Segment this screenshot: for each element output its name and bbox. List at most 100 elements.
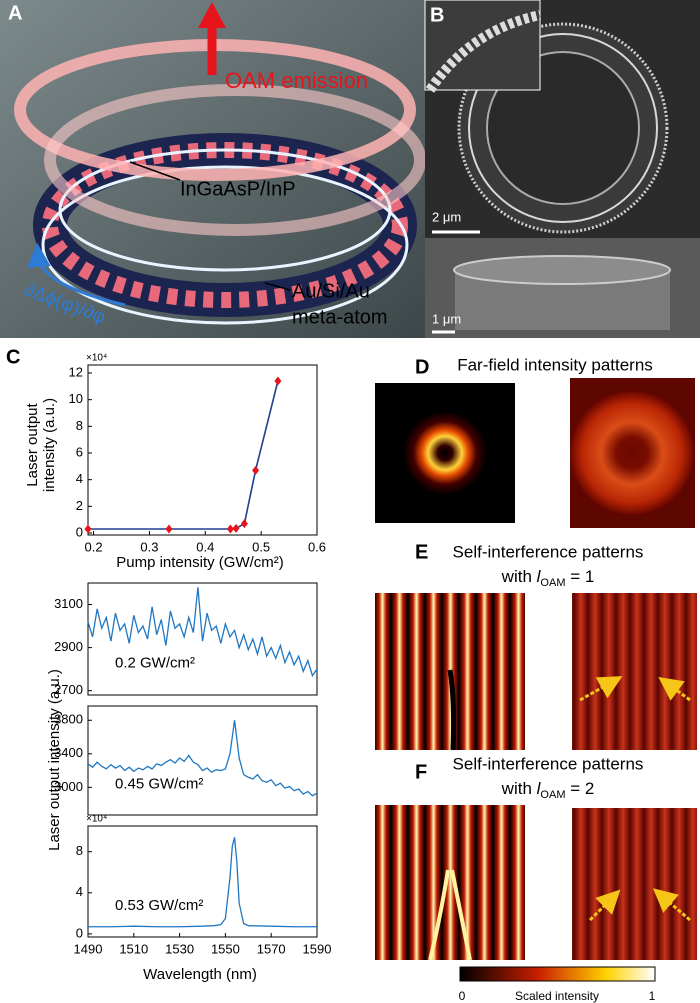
- data-marker: [84, 524, 92, 534]
- y-tick-label: 12: [69, 364, 83, 379]
- y-tick-label: 3000: [54, 779, 83, 794]
- axis-multiplier: ×10⁴: [86, 353, 107, 364]
- subtitle-symbol: l: [537, 779, 542, 798]
- fork: [447, 669, 457, 751]
- annotation: Au/Si/Au: [292, 280, 370, 302]
- y-tick-label: 8: [76, 418, 83, 433]
- x-tick-label: 0.3: [140, 539, 158, 554]
- x-tick-label: 0.6: [308, 539, 326, 554]
- y-tick-label: 2700: [54, 682, 83, 697]
- y-tick-label: 4: [76, 884, 83, 899]
- ring-highlight: [58, 148, 392, 272]
- y-tick-label: 6: [76, 444, 83, 459]
- data-line: [88, 380, 279, 530]
- subtitle-text: = 2: [565, 779, 594, 798]
- y-tick-label: 2: [76, 498, 83, 513]
- colorbar-label: Scaled intensity: [515, 989, 599, 1003]
- pointer: [264, 282, 291, 291]
- panel-label: A: [8, 2, 22, 24]
- sem-inset-arc: [425, 10, 542, 93]
- y-tick-label: 8: [76, 843, 83, 858]
- data-marker: [274, 376, 282, 386]
- plot-frame: [87, 364, 318, 536]
- data-line: [88, 837, 317, 928]
- panel-label: D: [415, 356, 429, 378]
- y-tick-label: 3100: [54, 596, 83, 611]
- x-tick-label: 1550: [211, 941, 240, 956]
- subtitle-subscript: OAM: [540, 577, 565, 589]
- subtitle-symbol: l: [537, 567, 542, 586]
- panel-subtitle: with lOAM = 1: [501, 567, 595, 588]
- x-tick-label: 1570: [257, 941, 286, 956]
- y-tick-label: 2900: [54, 639, 83, 654]
- panel-label: C: [6, 346, 20, 368]
- plot-frame: [87, 825, 318, 938]
- x-tick-label: 1490: [74, 941, 103, 956]
- annotation: 0.45 GW/cm²: [115, 775, 203, 792]
- subtitle-subscript: OAM: [540, 789, 565, 801]
- fork: [428, 869, 472, 961]
- colorbar-tick-label: 1: [649, 989, 656, 1003]
- y-tick-label: 0: [76, 925, 83, 940]
- pointer: [129, 161, 181, 181]
- panel-title: Self-interference patterns: [453, 754, 644, 773]
- panel-label: F: [415, 761, 427, 783]
- panel-label: B: [430, 4, 444, 26]
- y-tick-label: 3800: [54, 712, 83, 727]
- data-line: [87, 587, 318, 678]
- plot-frame: [87, 705, 318, 816]
- interference-sim: [375, 805, 525, 960]
- far-field-ring: [403, 411, 487, 495]
- colorbar: [459, 966, 656, 982]
- annotation: 0.53 GW/cm²: [115, 897, 203, 914]
- data-marker: [232, 523, 240, 533]
- scale-label: 2 μm: [432, 209, 461, 224]
- panel-title: Far-field intensity patterns: [457, 355, 653, 374]
- interference-exp: [572, 593, 697, 750]
- sem-pillar-top: [453, 255, 671, 285]
- subtitle-text: with: [501, 567, 537, 586]
- y-tick-label: 3400: [54, 745, 83, 760]
- annotation: InGaAsP/InP: [180, 178, 296, 200]
- data-marker: [252, 465, 260, 475]
- y-tick-label: 4: [76, 471, 83, 486]
- arrow: [652, 888, 691, 922]
- y-axis-label: Laser output intensity (a.u.): [24, 397, 58, 493]
- annotation: OAM emission: [225, 68, 368, 93]
- data-marker: [240, 519, 248, 529]
- data-marker: [226, 524, 234, 534]
- x-tick-label: 1590: [303, 941, 332, 956]
- panel-label: E: [415, 541, 428, 563]
- scale-label: 1 μm: [432, 311, 461, 326]
- gradient-arrow: [26, 243, 126, 307]
- y-tick-label: 0: [76, 524, 83, 539]
- arrow: [588, 889, 621, 922]
- far-field-exp-ring: [570, 391, 694, 515]
- annotation: meta-atom: [292, 306, 388, 328]
- emission-ring: [44, 84, 426, 236]
- arrow: [579, 676, 623, 702]
- y-axis-label: Laser output intensity (a.u.): [46, 669, 63, 851]
- x-tick-label: 1530: [165, 941, 194, 956]
- emission-arrowhead: [198, 2, 226, 28]
- interference-exp: [572, 808, 697, 960]
- colorbar-tick-label: 0: [459, 989, 466, 1003]
- axis-multiplier: ×10⁴: [86, 814, 107, 825]
- plot-frame: [87, 582, 318, 696]
- y-tick-label: 10: [69, 391, 83, 406]
- panel-title: Self-interference patterns: [453, 542, 644, 561]
- x-axis-label: Pump intensity (GW/cm²): [116, 554, 284, 571]
- x-axis-label: Wavelength (nm): [143, 966, 257, 983]
- annotation: 0.2 GW/cm²: [115, 655, 195, 672]
- arrow: [658, 676, 691, 702]
- x-tick-label: 0.5: [252, 539, 270, 554]
- x-tick-label: 0.4: [196, 539, 214, 554]
- x-tick-label: 0.2: [85, 539, 103, 554]
- panel-subtitle: with lOAM = 2: [501, 779, 595, 800]
- data-marker: [165, 524, 173, 534]
- x-tick-label: 1510: [119, 941, 148, 956]
- subtitle-text: with: [501, 779, 537, 798]
- sem-ring: [468, 33, 658, 223]
